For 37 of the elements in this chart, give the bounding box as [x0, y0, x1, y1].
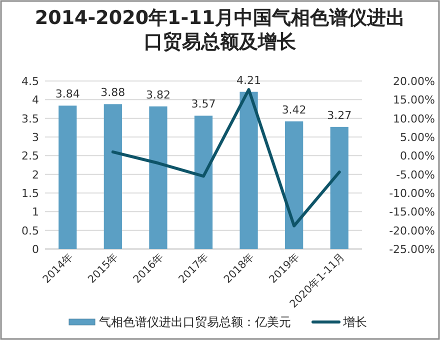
y-tick-label: 1 [32, 206, 39, 219]
y2-tick-label: 5.00% [400, 131, 435, 144]
y2-tick-label: -15.00% [389, 206, 435, 219]
y2-tick-label: -25.00% [389, 243, 435, 256]
data-label: 3.84 [55, 88, 80, 101]
y-tick-label: 2.5 [22, 150, 39, 163]
data-label: 4.21 [236, 74, 262, 87]
y-tick-label: 3.5 [22, 112, 39, 126]
bar [285, 121, 304, 249]
y-tick-label: 0.5 [22, 224, 39, 238]
y2-tick-label: 15.00% [393, 94, 435, 107]
bar [149, 106, 168, 249]
y-tick-label: 4 [32, 94, 39, 107]
title: 2014-2020年1-11月中国气相色谱仪进出口贸易总额及增长 [34, 7, 406, 53]
y2-tick-label: 10.00% [393, 112, 435, 126]
data-label: 3.88 [100, 86, 126, 100]
bar [330, 126, 348, 249]
y2-tick-label: 20.00% [393, 75, 435, 88]
y-tick-label: 3 [32, 131, 39, 144]
y-tick-label: 4.5 [22, 75, 39, 88]
data-label: 3.42 [282, 103, 306, 116]
bar [104, 104, 122, 249]
legend-label: 气相色谱仪进出口贸易总额：亿美元 [99, 315, 291, 329]
bar [194, 116, 213, 249]
data-label: 3.82 [146, 88, 170, 102]
y2-tick-label: 0.00% [400, 150, 435, 163]
y2-tick-label: -5.00% [396, 168, 435, 182]
bar [58, 106, 77, 249]
bar [240, 92, 258, 249]
legend-label: 增长 [342, 315, 367, 329]
data-label: 3.27 [327, 108, 352, 122]
data-label: 3.57 [191, 98, 216, 111]
y2-tick-label: -10.00% [389, 187, 435, 200]
y-tick-label: 0 [32, 243, 39, 256]
y-tick-label: 1.5 [22, 187, 39, 200]
y2-tick-label: -20.00% [389, 224, 435, 238]
y-tick-label: 2 [32, 168, 39, 182]
